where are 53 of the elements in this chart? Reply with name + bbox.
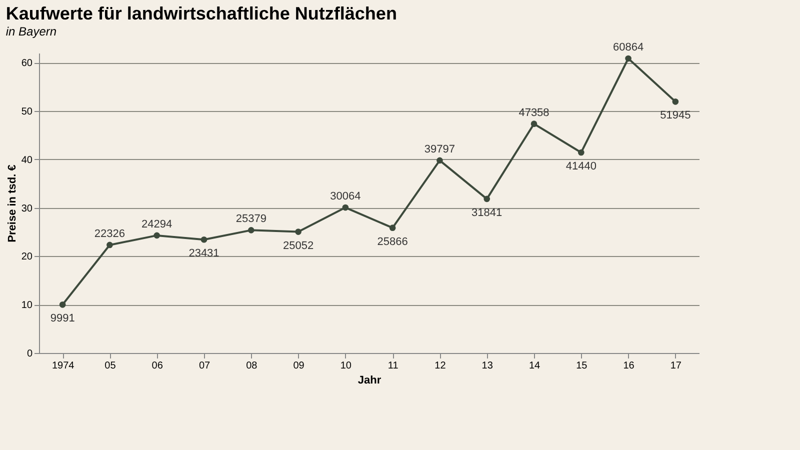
y-tick-label: 50: [21, 106, 33, 118]
point: [436, 157, 443, 164]
x-tick-label: 10: [340, 360, 352, 372]
annotation: 25866: [377, 236, 408, 248]
y-tick-label: 0: [26, 348, 33, 360]
x-tick-label: 16: [623, 360, 635, 372]
x-tick-label: 14: [528, 360, 540, 372]
point: [484, 196, 490, 202]
annotation: 41440: [566, 160, 596, 172]
annotation: 25052: [282, 240, 314, 252]
x-tick-label: 07: [198, 360, 210, 372]
annotation: 31841: [472, 206, 502, 219]
annotation: 47358: [518, 106, 550, 119]
x-tick-label: 09: [293, 360, 305, 372]
x-axis-title: Jahr: [358, 374, 382, 386]
y-tick-label: 30: [21, 203, 33, 214]
annotation: 60864: [612, 41, 644, 54]
x-tick-label: 12: [434, 360, 446, 372]
annotation: 51945: [660, 110, 691, 122]
x-tick-label: 1974: [52, 360, 75, 372]
chart-title: Kaufwerte für landwirtschaftliche Nutzflächen: [6, 3, 397, 24]
x-tick-label: 05: [104, 360, 116, 372]
y-tick-label: 10: [21, 300, 33, 312]
point: [530, 120, 538, 128]
y-tick-label: 40: [21, 154, 33, 166]
point: [578, 149, 584, 156]
y-tick-label: 60: [21, 58, 33, 70]
point: [672, 98, 679, 105]
x-tick-label: 11: [388, 360, 399, 372]
x-tick-label: 06: [152, 360, 164, 372]
annotation: 39797: [424, 143, 456, 156]
point: [154, 232, 160, 239]
point: [389, 224, 396, 231]
annotation: 30064: [330, 190, 361, 203]
chart-subtitle: in Bayern: [6, 24, 57, 38]
point: [200, 236, 208, 243]
x-tick-label: 13: [482, 360, 494, 372]
point: [625, 55, 632, 62]
x-tick-label: 08: [246, 360, 258, 372]
y-tick-label: 20: [21, 252, 33, 263]
annotation: 9991: [50, 312, 75, 325]
annotation: 25379: [236, 213, 266, 226]
x-tick-label: 17: [670, 360, 682, 372]
point: [342, 204, 349, 211]
annotation: 24294: [142, 218, 172, 230]
point: [59, 302, 66, 308]
annotation: 22326: [94, 228, 126, 240]
point: [295, 228, 302, 235]
x-tick-label: 15: [576, 360, 588, 372]
point: [248, 227, 254, 234]
point: [106, 242, 113, 248]
annotation: 23431: [188, 248, 220, 260]
y-axis-title: Preise in tsd. €: [6, 164, 18, 242]
